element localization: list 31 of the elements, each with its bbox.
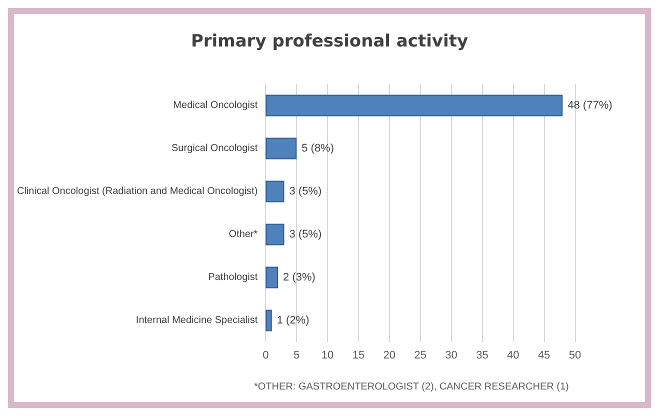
y-tick-label: Pathologist bbox=[208, 272, 258, 283]
data-label: 5 (8%) bbox=[302, 142, 334, 154]
data-label: 48 (77%) bbox=[568, 100, 612, 112]
y-tick-label: Surgical Oncologist bbox=[172, 143, 258, 154]
x-tick-label: 40 bbox=[507, 350, 520, 362]
data-label: 3 (5%) bbox=[289, 186, 322, 198]
bar bbox=[266, 266, 278, 288]
bar bbox=[266, 310, 272, 332]
y-tick-label: Other* bbox=[228, 229, 258, 240]
x-tick-label: 0 bbox=[262, 350, 269, 362]
y-tick-label: Internal Medicine Specialist bbox=[136, 315, 258, 326]
x-tick-label: 35 bbox=[476, 350, 488, 362]
x-tick-label: 25 bbox=[414, 350, 426, 362]
bar bbox=[266, 224, 284, 246]
chart-title: Primary professional activity bbox=[190, 32, 468, 52]
text: *OTHER: GASTROENTEROLOGIST (2), CANCER RESEARCHER (1) bbox=[254, 382, 569, 392]
bar bbox=[266, 180, 284, 202]
y-tick-label: Medical Oncologist bbox=[173, 100, 258, 111]
data-label: 3 (5%) bbox=[289, 228, 322, 240]
data-label: 1 (2%) bbox=[276, 314, 310, 326]
x-tick-label: 50 bbox=[568, 350, 582, 362]
x-tick-label: 30 bbox=[445, 350, 458, 362]
data-label: 2 (3%) bbox=[283, 272, 316, 284]
x-tick-label: 45 bbox=[538, 350, 550, 362]
y-tick-label: Clinical Oncologist (Radiation and Medical Oncologist) bbox=[16, 186, 258, 197]
bar bbox=[266, 94, 563, 116]
x-tick-label: 10 bbox=[321, 350, 334, 362]
x-tick-label: 20 bbox=[383, 350, 396, 362]
x-tick-label: 5 bbox=[294, 350, 300, 362]
bar bbox=[266, 138, 297, 160]
x-tick-label: 15 bbox=[352, 350, 365, 362]
